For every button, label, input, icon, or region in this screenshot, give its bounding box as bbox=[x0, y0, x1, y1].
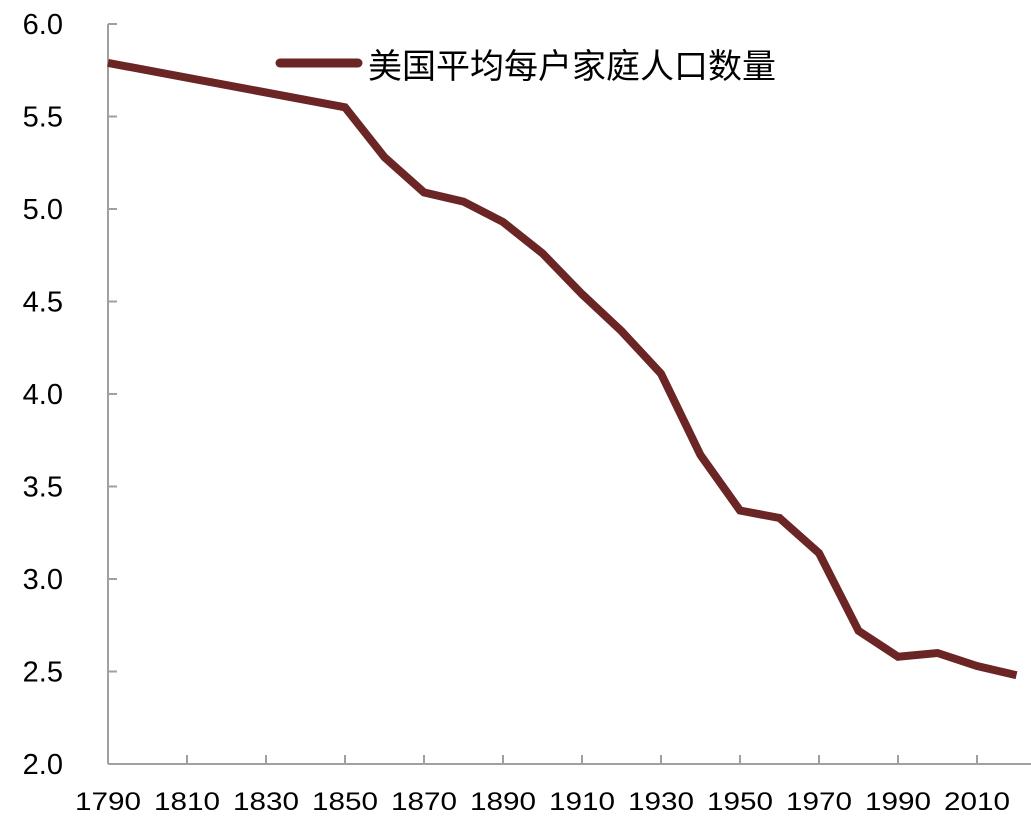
y-tick-label: 2.5 bbox=[23, 657, 63, 689]
y-tick-label: 4.5 bbox=[23, 287, 63, 319]
series-line bbox=[107, 58, 1018, 680]
x-tick-label: 1910 bbox=[549, 788, 615, 816]
data-series bbox=[107, 58, 1018, 680]
x-tick-label: 1890 bbox=[470, 788, 536, 816]
y-axis: 6.0 5.5 5.0 4.5 4.0 3.5 3.0 2.5 2.0 bbox=[23, 9, 117, 781]
x-tick-label: 1870 bbox=[391, 788, 457, 816]
x-axis: 1790 1810 1830 1850 1870 1890 1910 1930 1950 1970… bbox=[75, 755, 1031, 816]
y-tick-label: 4.0 bbox=[23, 379, 63, 411]
x-tick-label: 1950 bbox=[707, 788, 773, 816]
x-tick-label: 1830 bbox=[233, 788, 299, 816]
x-tick-label: 1850 bbox=[312, 788, 378, 816]
x-tick-label: 1810 bbox=[154, 788, 220, 816]
y-tick-label: 3.0 bbox=[23, 564, 63, 596]
x-tick-label: 1970 bbox=[786, 788, 852, 816]
x-tick-label: 1990 bbox=[865, 788, 931, 816]
y-tick-label: 5.5 bbox=[23, 102, 63, 134]
x-tick-label: 1930 bbox=[628, 788, 694, 816]
y-tick-label: 3.5 bbox=[23, 472, 63, 504]
y-tick-label: 6.0 bbox=[23, 9, 63, 41]
x-tick-label: 1790 bbox=[75, 788, 141, 816]
legend: 美国平均每户家庭人口数量 bbox=[275, 47, 776, 87]
legend-label: 美国平均每户家庭人口数量 bbox=[368, 47, 776, 87]
x-tick-label: 2010 bbox=[944, 788, 1010, 816]
y-tick-label: 2.0 bbox=[23, 749, 63, 781]
y-tick-label: 5.0 bbox=[23, 194, 63, 226]
